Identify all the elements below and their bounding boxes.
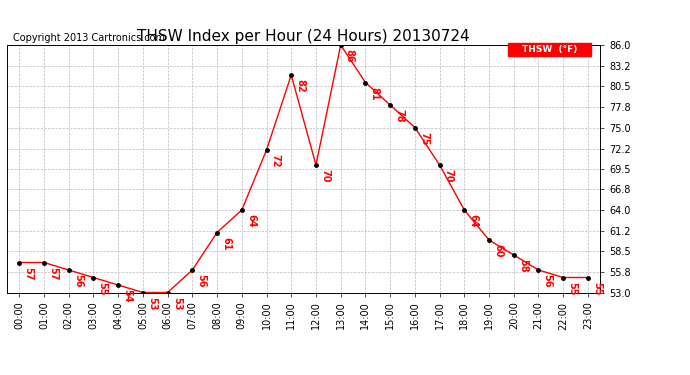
Text: 54: 54	[122, 289, 132, 303]
Text: 57: 57	[23, 267, 33, 280]
Text: 56: 56	[197, 274, 206, 288]
Text: THSW  (°F): THSW (°F)	[522, 45, 578, 54]
Text: 78: 78	[394, 109, 404, 123]
Text: 64: 64	[469, 214, 478, 228]
Text: 57: 57	[48, 267, 58, 280]
Text: 53: 53	[172, 297, 181, 310]
Text: 53: 53	[147, 297, 157, 310]
Text: Copyright 2013 Cartronics.com: Copyright 2013 Cartronics.com	[13, 33, 165, 42]
Text: 56: 56	[73, 274, 83, 288]
Text: 64: 64	[246, 214, 256, 228]
Text: 70: 70	[444, 169, 454, 183]
Text: 81: 81	[370, 87, 380, 100]
Text: 55: 55	[97, 282, 108, 295]
Title: THSW Index per Hour (24 Hours) 20130724: THSW Index per Hour (24 Hours) 20130724	[137, 29, 470, 44]
Text: 86: 86	[345, 49, 355, 63]
Text: 75: 75	[419, 132, 429, 145]
Text: 61: 61	[221, 237, 231, 250]
Text: 56: 56	[542, 274, 553, 288]
Text: 55: 55	[592, 282, 602, 295]
FancyBboxPatch shape	[509, 42, 591, 56]
Text: 82: 82	[295, 79, 306, 93]
Text: 70: 70	[320, 169, 330, 183]
Text: 60: 60	[493, 244, 503, 258]
Text: 72: 72	[270, 154, 281, 168]
Text: 55: 55	[567, 282, 578, 295]
Text: 58: 58	[518, 259, 528, 273]
